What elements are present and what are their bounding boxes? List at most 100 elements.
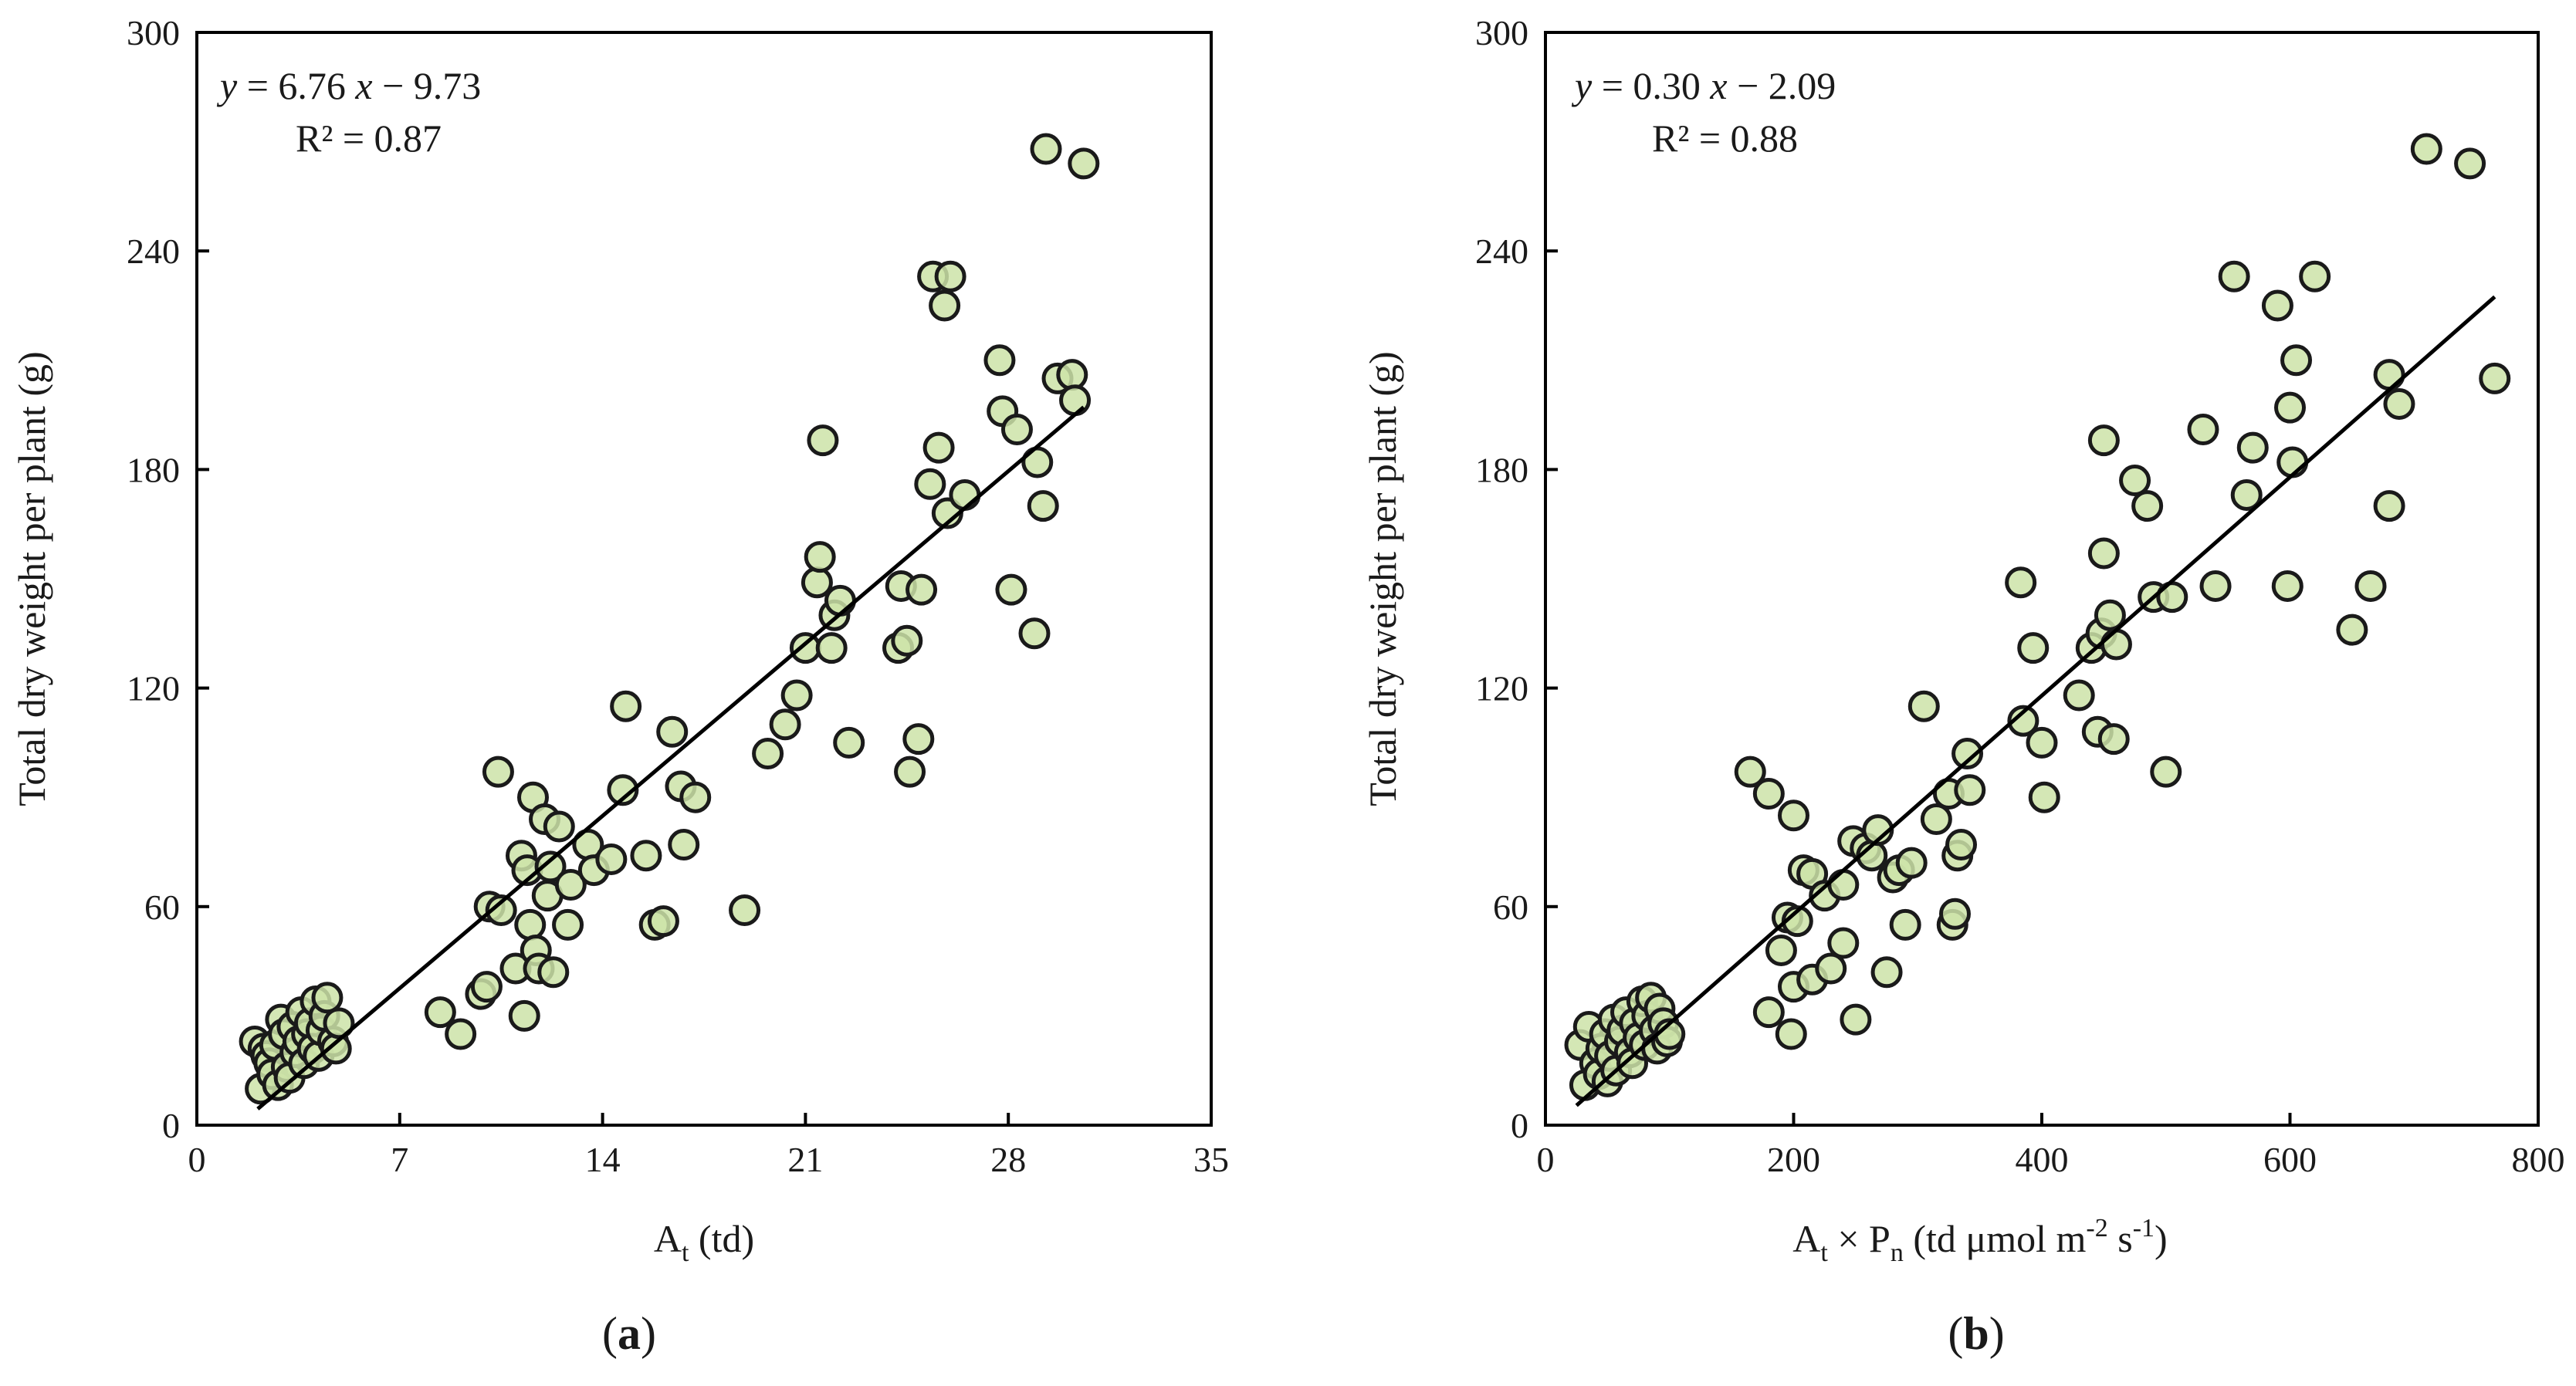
panel-a: 0 60 120 180 240 300 0 7 14 21 28 35 y = 6.76 x − 9… [10, 13, 1229, 1359]
panel-b-data-point [1778, 799, 1809, 832]
panel-b-data-point [2383, 387, 2415, 420]
panel-a-data-point [824, 584, 856, 617]
panel-b-data-point [1734, 756, 1766, 788]
panel-a-data-point [323, 1007, 355, 1040]
panel-a-data-point [769, 708, 801, 741]
panel-b-data-point [1752, 777, 1785, 810]
panel-a-data-point [679, 781, 712, 813]
panel-b-data-point [2094, 599, 2126, 631]
panel-b-x-tick-label: 800 [2512, 1140, 2565, 1179]
panel-b-x-tick-label: 400 [2016, 1140, 2069, 1179]
panel-b-y-tick-label: 180 [1475, 450, 1528, 489]
panel-b-data-point [2354, 570, 2387, 602]
panel-a-data-point [752, 738, 784, 770]
panel-b-data-point [2017, 632, 2050, 664]
panel-a-data-point [610, 690, 642, 722]
panel-a-y-axis-title: Total dry weight per plant (g) [10, 351, 53, 806]
panel-a-data-point [804, 541, 836, 573]
panel-b-y-tick-label: 0 [1511, 1106, 1528, 1145]
panel-a-data-point [902, 723, 935, 756]
panel-b-data-point [2026, 726, 2058, 759]
panel-a-r-squared: R² = 0.87 [296, 117, 442, 160]
panel-b-label: (b) [1948, 1308, 2004, 1359]
panel-a-data-point [1000, 413, 1033, 445]
panel-b-data-point [1775, 1018, 1807, 1050]
panel-a-data-point [815, 632, 848, 664]
panel-a-plot-frame [195, 31, 1213, 1127]
panel-a-data-point [1059, 384, 1092, 417]
panel-a-data-point [729, 894, 761, 927]
panel-a-x-tick-label: 7 [391, 1140, 408, 1179]
panel-a-x-axis-title: At (td) [654, 1217, 754, 1267]
panel-a-data-point [1018, 617, 1051, 650]
panel-b-y-axis-title: Total dry weight per plant (g) [1361, 351, 1404, 806]
panel-b-data-point [2100, 628, 2132, 661]
panel-a-data-point [905, 573, 938, 606]
panel-b-data-point [2410, 133, 2442, 165]
panel-a-data-point [508, 999, 540, 1032]
panel-a-data-point [647, 905, 679, 938]
panel-a-data-point [807, 424, 839, 457]
panel-b-marks: 0 60 120 180 240 300 0 200 400 600 800 [1475, 13, 2565, 1179]
panel-a-x-tick-label: 21 [787, 1140, 823, 1179]
panel-b-trendline [1575, 295, 2496, 1107]
panel-a-data-point [1056, 359, 1088, 391]
panel-a-data-point [424, 996, 456, 1029]
panel-b-data-point [2131, 490, 2164, 522]
panel-b-data-point [1840, 1003, 1872, 1036]
panel-a-data-point [482, 756, 514, 788]
panel-a-x-tick-label: 35 [1193, 1140, 1229, 1179]
panel-a-data-point [668, 829, 700, 861]
panel-a-data-point [894, 756, 926, 788]
panel-a-data-point [537, 956, 570, 989]
panel-a-data-point [485, 894, 517, 927]
panel-b-x-tick-label: 0 [1537, 1140, 1555, 1179]
panel-b-data-point [2373, 490, 2405, 522]
panel-b-x-axis-title: At × Pn (td μmol m-2 s-1) [1792, 1214, 2167, 1267]
panel-b-data-point [1951, 738, 1984, 770]
panel-b-data-point [2274, 391, 2306, 424]
panel-a-data-point [595, 843, 628, 875]
panel-b-data-point [2261, 289, 2293, 322]
panel-a-data-point [607, 774, 639, 806]
panel-a-data-point [891, 624, 923, 657]
panel-b-data-point [2187, 413, 2219, 445]
panel-a-data-point [780, 679, 813, 712]
panel-b-y-tick-label: 300 [1475, 13, 1528, 52]
panel-a-data-point [789, 632, 821, 664]
panel-a-label: (a) [602, 1308, 656, 1359]
panel-b-equation: y = 0.30 x − 2.09 [1571, 64, 1836, 107]
panel-b-data-point [1954, 774, 1986, 806]
panel-a-data-point [311, 982, 344, 1014]
panel-a-data-point [983, 344, 1016, 377]
panel-a-data-point [445, 1018, 477, 1050]
panel-a-data-point [922, 431, 955, 464]
panel-b-data-point [2236, 431, 2269, 464]
panel-b-data-point [2028, 781, 2060, 813]
panel-a-y-tick-label: 300 [127, 13, 180, 52]
panel-b-plot-frame [1544, 31, 2540, 1127]
panel-a-y-tick-label: 0 [162, 1106, 180, 1145]
panel-b-data-point [2230, 478, 2263, 511]
panel-b-data-point [2271, 570, 2304, 602]
panel-b-data-point [2097, 723, 2130, 756]
panel-a-data-point [543, 810, 575, 843]
panel-b-data-point [2150, 756, 2182, 788]
panel-b-data-point [1889, 908, 1921, 941]
panel-a-y-tick-label: 180 [127, 450, 180, 489]
panel-b-data-point [1895, 847, 1928, 879]
panel-b-data-point [1752, 996, 1785, 1029]
panel-b-y-tick-label: 60 [1493, 887, 1528, 927]
panel-b-data-point [2063, 679, 2095, 712]
panel-a-y-tick-label: 120 [127, 669, 180, 708]
panel-a-y-tick-label: 60 [144, 887, 180, 927]
panel-b-data-point [1765, 934, 1797, 966]
panel-b-data-point [1870, 956, 1903, 989]
panel-b-data-point [2299, 260, 2331, 292]
panel-b-data-point [2007, 705, 2039, 737]
panel-a-data-point [934, 260, 966, 292]
panel-a-data-point [656, 715, 689, 748]
panel-b-data-point [1827, 927, 1860, 959]
panel-a-data-point [1027, 490, 1059, 522]
